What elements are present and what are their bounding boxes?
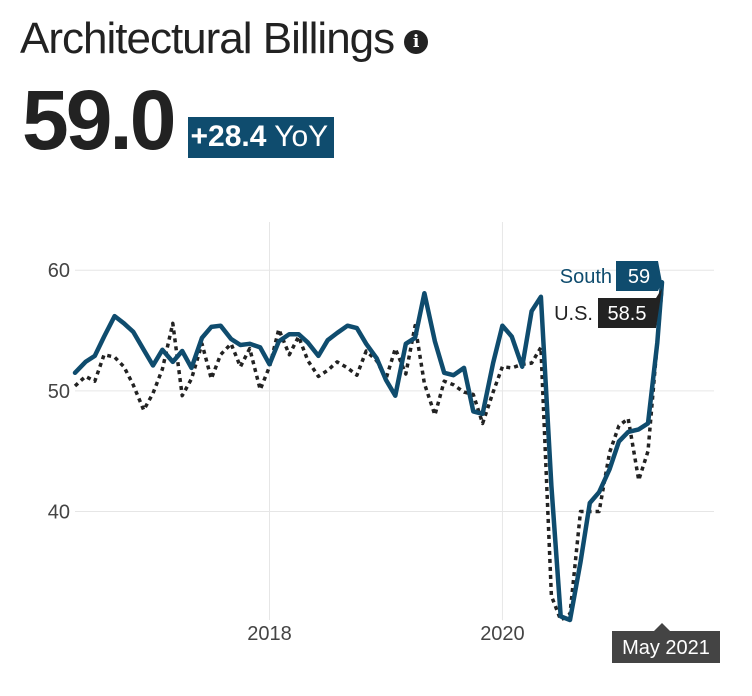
- chart-series: [72, 280, 665, 623]
- us-series-name: U.S.: [554, 303, 593, 325]
- headline-value-row: 59.0 +28.4 YoY: [22, 73, 335, 167]
- hover-pointer: [654, 623, 670, 631]
- south-end-tag: [616, 261, 662, 291]
- chart-axes: 40 50 60 2018 2020: [48, 260, 525, 645]
- y-tick-label: 50: [48, 381, 70, 403]
- headline-value: 59.0: [22, 73, 176, 167]
- south-series-line: [72, 280, 665, 623]
- line-chart[interactable]: 40 50 60 2018 2020 South 59 U.S. 58.5 May 2021: [0, 200, 752, 696]
- south-end-value: 59: [628, 266, 650, 288]
- x-tick-label: 2020: [480, 623, 525, 645]
- us-series-line: [73, 288, 664, 622]
- yoy-badge: +28.4 YoY: [187, 117, 335, 158]
- info-icon[interactable]: i: [404, 30, 429, 54]
- south-series-name: South: [560, 266, 612, 288]
- chart-title: Architectural Billings: [20, 14, 395, 63]
- hover-date-label: May 2021: [622, 637, 710, 659]
- chart-header: Architectural Billings i: [20, 14, 429, 64]
- yoy-change: +28.4: [190, 120, 267, 153]
- us-end-value: 58.5: [608, 303, 647, 325]
- x-tick-label: 2018: [247, 623, 292, 645]
- chart-series-labels: South 59 U.S. 58.5 May 2021: [554, 261, 720, 663]
- chart-grid: [75, 222, 714, 620]
- us-end-tag: [598, 288, 662, 328]
- yoy-unit: YoY: [274, 120, 329, 153]
- y-tick-label: 40: [48, 501, 70, 523]
- hover-date-box: [612, 631, 720, 663]
- y-tick-label: 60: [48, 260, 70, 282]
